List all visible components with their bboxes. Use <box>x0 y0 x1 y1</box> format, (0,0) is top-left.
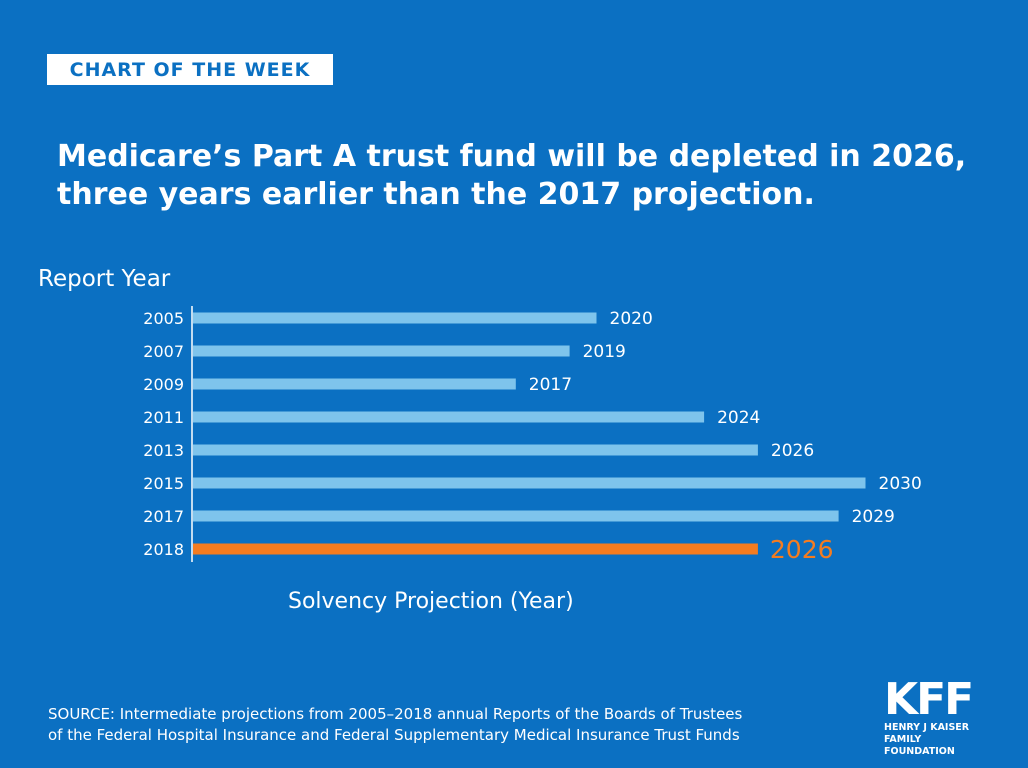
data-label: 2019 <box>583 342 626 362</box>
y-tick-label: 2015 <box>143 474 184 493</box>
kff-logo-line-2: FAMILY FOUNDATION <box>884 734 955 757</box>
data-label: 2026 <box>770 535 834 564</box>
title-line-2: three years earlier than the 2017 projec… <box>57 177 815 212</box>
source-note: SOURCE: Intermediate projections from 20… <box>48 704 868 746</box>
y-tick-label: 2018 <box>143 540 184 559</box>
data-label: 2024 <box>717 408 760 428</box>
y-tick-label: 2007 <box>143 342 184 361</box>
kff-logo: KFF HENRY J KAISER FAMILY FOUNDATION <box>884 674 984 758</box>
source-line-1: SOURCE: Intermediate projections from 20… <box>48 705 743 723</box>
bar <box>193 444 758 456</box>
chart-of-the-week-badge: CHART OF THE WEEK <box>47 54 333 85</box>
bar <box>193 477 866 489</box>
x-axis-title: Solvency Projection (Year) <box>288 589 574 614</box>
y-tick-label: 2005 <box>143 309 184 328</box>
data-label: 2026 <box>771 441 814 461</box>
y-tick-label: 2011 <box>143 408 184 427</box>
y-tick-label: 2013 <box>143 441 184 460</box>
data-label: 2017 <box>529 375 572 395</box>
bar <box>193 543 758 555</box>
data-label: 2029 <box>852 507 895 527</box>
y-tick-label: 2009 <box>143 375 184 394</box>
data-label: 2030 <box>879 474 922 494</box>
kff-logo-subtitle: HENRY J KAISER FAMILY FOUNDATION <box>884 722 984 758</box>
bar <box>193 312 597 324</box>
source-line-2: of the Federal Hospital Insurance and Fe… <box>48 726 740 744</box>
data-label: 2020 <box>610 309 653 329</box>
title-line-1: Medicare’s Part A trust fund will be dep… <box>57 139 967 174</box>
bar <box>193 378 516 390</box>
y-axis-title: Report Year <box>38 266 171 292</box>
bar <box>193 345 570 357</box>
bar <box>193 411 705 423</box>
bar <box>193 510 839 522</box>
kff-logo-line-1: HENRY J KAISER <box>884 722 970 733</box>
bar-chart: 2005 2020 2007 2019 2009 2017 2011 2024 2013 2026… <box>143 306 922 564</box>
y-tick-label: 2017 <box>143 507 184 526</box>
chart-title: Medicare’s Part A trust fund will be dep… <box>57 138 987 214</box>
kff-logo-mark: KFF <box>884 674 974 725</box>
